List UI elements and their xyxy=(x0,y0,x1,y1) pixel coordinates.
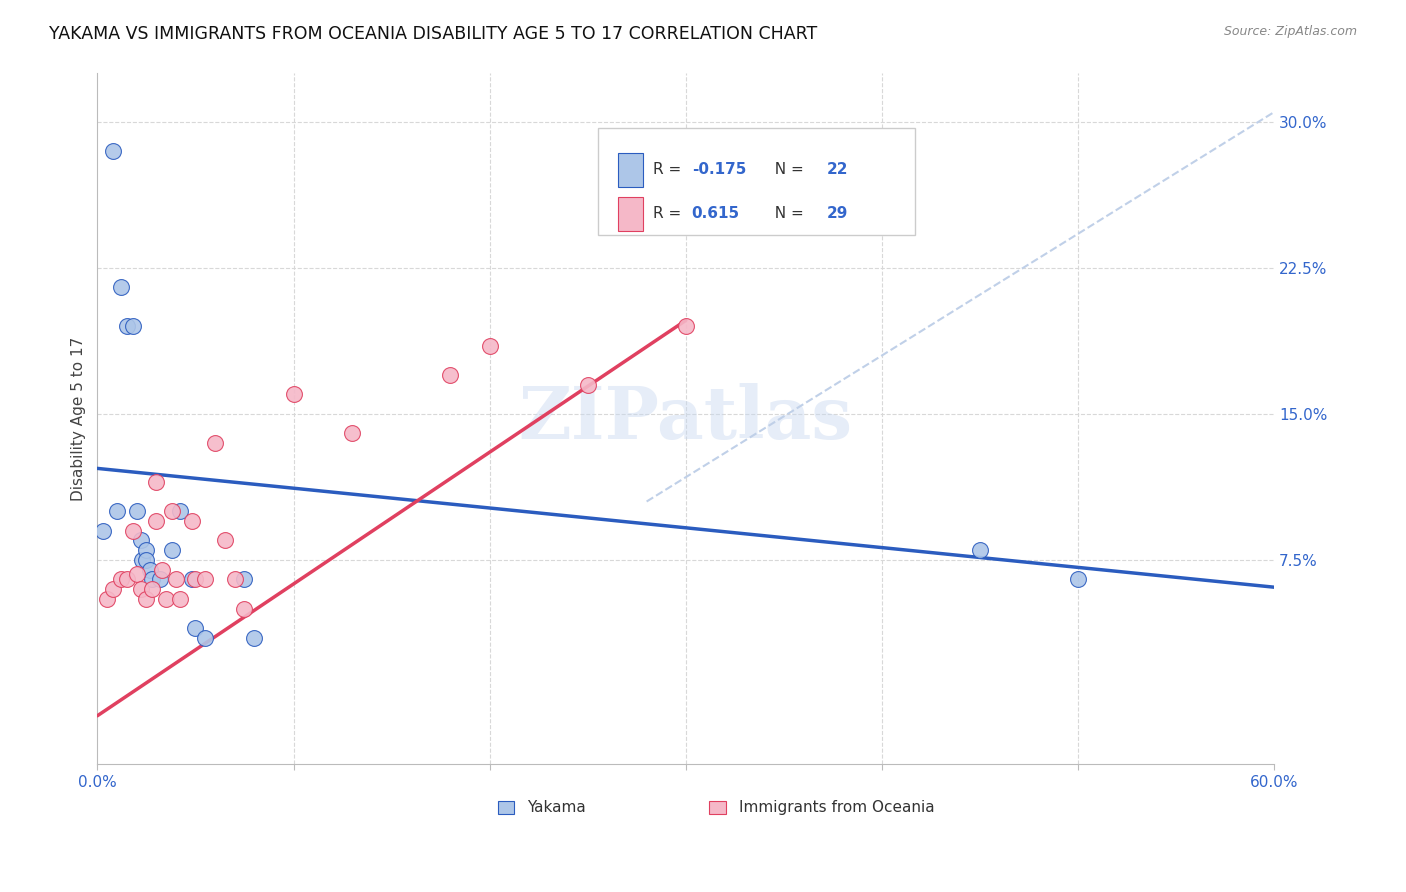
Y-axis label: Disability Age 5 to 17: Disability Age 5 to 17 xyxy=(72,336,86,500)
Point xyxy=(214,533,236,548)
Point xyxy=(115,573,138,587)
Point xyxy=(141,582,163,597)
Point xyxy=(160,504,183,518)
Point xyxy=(135,553,157,567)
Text: Immigrants from Oceania: Immigrants from Oceania xyxy=(738,800,935,815)
Point xyxy=(224,573,246,587)
Point xyxy=(155,591,177,606)
Point xyxy=(115,319,138,334)
Point xyxy=(169,504,191,518)
Point xyxy=(233,573,256,587)
Point xyxy=(184,573,207,587)
Point xyxy=(101,582,124,597)
Point xyxy=(283,387,305,401)
Point xyxy=(105,504,128,518)
Point xyxy=(96,591,118,606)
Text: YAKAMA VS IMMIGRANTS FROM OCEANIA DISABILITY AGE 5 TO 17 CORRELATION CHART: YAKAMA VS IMMIGRANTS FROM OCEANIA DISABI… xyxy=(49,25,817,43)
Point xyxy=(576,377,599,392)
Text: R =: R = xyxy=(652,206,690,221)
Text: 29: 29 xyxy=(827,206,848,221)
Point xyxy=(180,573,202,587)
Point xyxy=(121,319,143,334)
Text: Source: ZipAtlas.com: Source: ZipAtlas.com xyxy=(1223,25,1357,38)
Point xyxy=(969,543,991,558)
FancyBboxPatch shape xyxy=(617,197,644,231)
Point xyxy=(125,566,148,581)
Point xyxy=(233,601,256,615)
FancyBboxPatch shape xyxy=(617,153,644,187)
Text: ZIPatlas: ZIPatlas xyxy=(519,384,853,454)
Point xyxy=(91,524,114,538)
Point xyxy=(194,631,217,645)
Text: -0.175: -0.175 xyxy=(692,162,747,178)
Point xyxy=(135,591,157,606)
Point xyxy=(121,524,143,538)
Text: R =: R = xyxy=(652,162,686,178)
Point xyxy=(125,504,148,518)
Point xyxy=(131,553,153,567)
Point xyxy=(1067,573,1090,587)
Point xyxy=(342,426,364,441)
Point xyxy=(165,573,187,587)
Point xyxy=(135,543,157,558)
Point xyxy=(675,319,697,334)
Text: N =: N = xyxy=(765,162,808,178)
Point xyxy=(141,573,163,587)
Point xyxy=(204,436,226,450)
Point xyxy=(129,533,152,548)
Point xyxy=(194,573,217,587)
FancyBboxPatch shape xyxy=(598,128,915,235)
Point xyxy=(139,563,162,577)
Point xyxy=(160,543,183,558)
Text: N =: N = xyxy=(765,206,808,221)
Point xyxy=(169,591,191,606)
Text: 22: 22 xyxy=(827,162,849,178)
Point xyxy=(150,563,173,577)
Point xyxy=(129,582,152,597)
Point xyxy=(180,514,202,528)
Point xyxy=(110,573,132,587)
FancyBboxPatch shape xyxy=(498,801,515,814)
Point xyxy=(243,631,266,645)
Point xyxy=(149,573,172,587)
Point xyxy=(439,368,461,382)
Point xyxy=(145,475,167,489)
Point xyxy=(101,144,124,158)
FancyBboxPatch shape xyxy=(710,801,727,814)
Point xyxy=(145,514,167,528)
Point xyxy=(478,339,501,353)
Text: 0.615: 0.615 xyxy=(692,206,740,221)
Point xyxy=(184,621,207,635)
Text: Yakama: Yakama xyxy=(527,800,586,815)
Point xyxy=(110,280,132,294)
